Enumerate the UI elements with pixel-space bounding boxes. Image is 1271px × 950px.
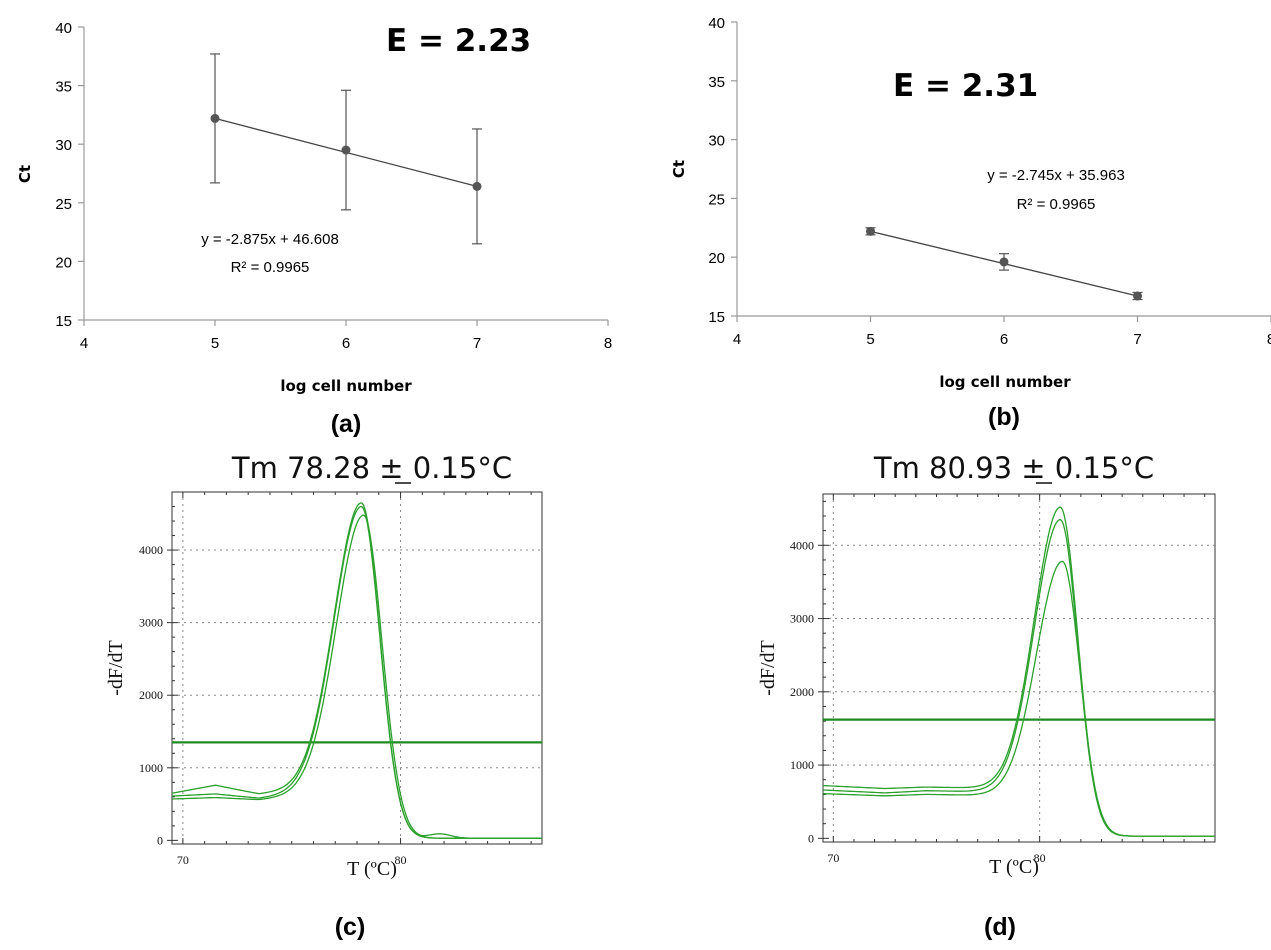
data-point (210, 113, 220, 123)
x-tick-label: 80 (1034, 851, 1046, 865)
x-tick-labels: 70 80 (827, 851, 1045, 865)
melt-curve (171, 502, 542, 839)
x-tick-label: 70 (827, 851, 839, 865)
panel-c: 70 80 0 1000 2000 3000 4000 Tm 78.28 ± 0.15°C… (105, 451, 543, 941)
x-tick-label: 7 (473, 335, 481, 352)
chart-title: Tm 78.28 ± 0.15°C (231, 451, 512, 485)
data-point (1133, 291, 1142, 301)
y-tick-labels: 0 1000 2000 3000 4000 (139, 543, 172, 847)
y-tick-label: 4000 (139, 543, 163, 557)
y-tick-label: 1000 (790, 758, 814, 772)
y-tick-labels: 0 1000 2000 3000 4000 (790, 538, 823, 845)
y-axis-label: -dF/dT (105, 640, 127, 696)
y-tick-label: 30 (55, 137, 72, 154)
grid-lines (823, 494, 1215, 842)
x-axis-label: T (ºC) (989, 856, 1039, 878)
trendline-equation: y = -2.745x + 35.963 (987, 167, 1125, 184)
y-tick-label: 4000 (790, 538, 814, 552)
y-tick-label: 40 (55, 20, 72, 37)
y-tick-label: 2000 (139, 688, 163, 702)
plot-frame (171, 491, 543, 845)
data-point (999, 257, 1009, 267)
data-point (341, 145, 351, 155)
x-tick-labels: 70 80 (177, 853, 407, 867)
y-tick-label: 0 (808, 831, 814, 845)
grid-lines (172, 491, 542, 844)
y-axis-label: -dF/dT (757, 640, 779, 696)
x-tick-label: 5 (211, 335, 219, 352)
x-axis-label: log cell number (280, 377, 412, 395)
y-tick-label: 40 (708, 15, 725, 32)
chart-title: Tm 80.93 ± 0.15°C (873, 451, 1154, 485)
x-axis-label: log cell number (939, 373, 1071, 391)
melt-curve (823, 506, 1215, 837)
efficiency-label: E = 2.31 (893, 68, 1038, 104)
y-tick-label: 3000 (139, 616, 163, 630)
y-tick-label: 30 (708, 133, 725, 150)
y-tick-label: 0 (157, 833, 163, 847)
trendline-r2: R² = 0.9965 (1017, 196, 1096, 213)
x-tick-label: 5 (866, 331, 874, 348)
x-tick-label: 6 (1000, 331, 1008, 348)
y-tick-label: 1000 (139, 761, 163, 775)
panel-label: (b) (988, 403, 1020, 431)
y-axis-label: Ct (670, 160, 688, 178)
y-axis-label: Ct (16, 165, 34, 183)
x-tick-label: 4 (80, 335, 88, 352)
data-point (866, 226, 875, 236)
y-tick-label: 20 (55, 254, 72, 271)
trendline-r2: R² = 0.9965 (231, 259, 310, 276)
x-tick-label: 6 (342, 335, 350, 352)
x-tick-labels: 4 5 6 7 8 (80, 320, 612, 352)
y-tick-label: 15 (55, 313, 72, 330)
x-tick-label: 7 (1133, 331, 1141, 348)
y-tick-label: 20 (708, 250, 725, 267)
melt-curve (171, 505, 542, 839)
y-tick-label: 2000 (790, 685, 814, 699)
x-tick-label: 70 (177, 853, 189, 867)
data-marks (171, 502, 542, 839)
trendline-equation: y = -2.875x + 46.608 (201, 231, 339, 248)
data-point (472, 181, 482, 191)
data-marks (865, 226, 1143, 301)
x-tick-label: 8 (1267, 331, 1271, 348)
panel-a: 4 5 6 7 8 15 20 25 30 35 40 log cell number Ct E … (16, 20, 612, 438)
plot-frame (822, 493, 1216, 843)
x-tick-label: 4 (733, 331, 741, 348)
data-marks (210, 53, 482, 245)
y-tick-label: 3000 (790, 612, 814, 626)
x-tick-label: 8 (604, 335, 612, 352)
panel-d: 70 80 0 1000 2000 3000 4000 Tm 80.93 ± 0.15°C… (757, 451, 1216, 941)
panel-b: 4 5 6 7 8 15 20 25 30 35 40 log cell number Ct E … (670, 15, 1271, 431)
data-marks (822, 506, 1215, 837)
y-tick-labels: 15 20 25 30 35 40 (55, 20, 84, 330)
x-tick-label: 80 (395, 853, 407, 867)
y-tick-label: 25 (55, 196, 72, 213)
x-tick-labels: 4 5 6 7 8 (733, 316, 1271, 348)
y-tick-labels: 15 20 25 30 35 40 (708, 15, 737, 326)
melt-curve (172, 514, 542, 839)
y-tick-label: 35 (708, 74, 725, 91)
panel-label: (d) (984, 913, 1016, 941)
panel-label: (c) (335, 913, 366, 941)
y-tick-label: 15 (708, 309, 725, 326)
y-tick-label: 25 (708, 191, 725, 208)
x-axis-label: T (ºC) (347, 858, 397, 880)
panel-label: (a) (331, 410, 362, 438)
efficiency-label: E = 2.23 (386, 23, 531, 59)
y-tick-label: 35 (55, 79, 72, 96)
melt-curve (822, 560, 1215, 837)
